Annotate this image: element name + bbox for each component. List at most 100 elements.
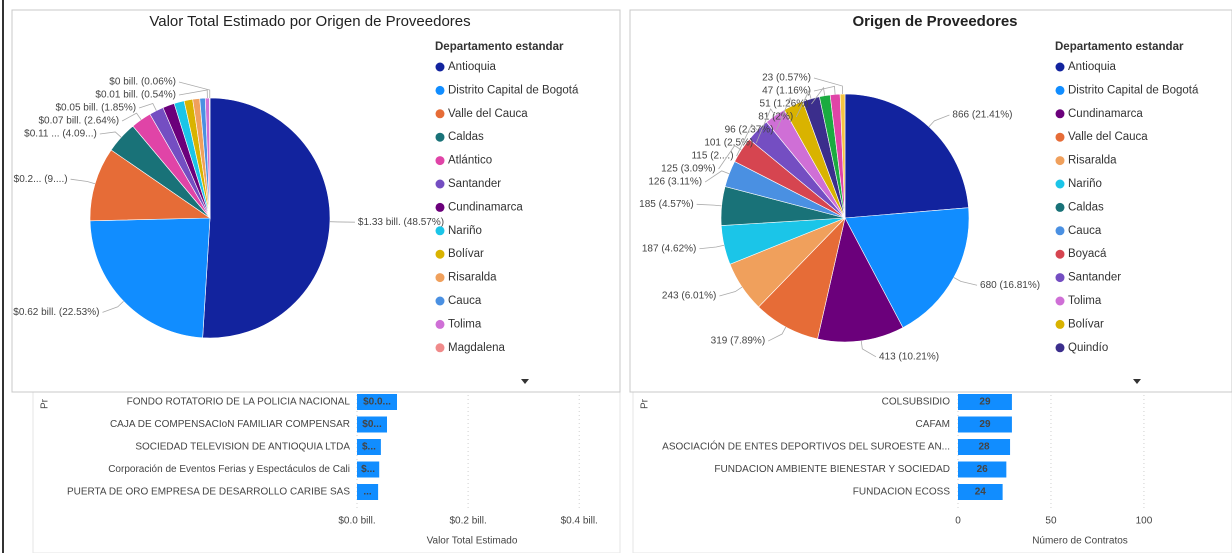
legend-label: Cundinamarca — [448, 201, 523, 213]
legend-label: Cundinamarca — [1068, 108, 1143, 120]
leader-line — [99, 131, 122, 138]
data-label: 29 — [979, 397, 991, 408]
legend-marker — [1055, 85, 1065, 95]
category-label: CAFAM — [916, 419, 950, 430]
legend-marker — [435, 226, 445, 236]
legend-label: Magdalena — [448, 342, 506, 354]
leader-line — [755, 108, 776, 144]
legend-label: Distrito Capital de Bogotá — [448, 84, 579, 96]
legend-marker — [435, 249, 445, 259]
leader-line — [928, 114, 950, 128]
bar — [958, 484, 1003, 500]
legend-label: Cauca — [448, 295, 482, 307]
chart-title: Valor Total Estimado por Origen de Prove… — [149, 13, 470, 30]
legend-marker — [435, 343, 445, 353]
legend-label: Distrito Capital de Bogotá — [1068, 84, 1199, 96]
data-label: 26 — [977, 464, 989, 475]
data-label: 29 — [979, 419, 991, 430]
legend-marker — [1055, 179, 1065, 189]
data-label: 101 (2.5%) — [704, 138, 753, 149]
leader-line — [138, 103, 157, 111]
bar — [958, 439, 1011, 455]
leader-line — [699, 244, 725, 250]
chart-title: Origen de Proveedores — [852, 13, 1017, 30]
data-label: $0... — [362, 419, 382, 430]
data-label: 680 (16.81%) — [980, 280, 1040, 291]
legend-scroll-caret — [1133, 379, 1141, 384]
legend-marker — [435, 202, 445, 212]
leader-line — [776, 96, 794, 131]
legend-label: Nariño — [448, 225, 482, 237]
legend-marker — [1055, 273, 1065, 283]
data-label: 319 (7.89%) — [711, 336, 765, 347]
leader-line — [178, 89, 208, 99]
x-axis-label: Número de Contratos — [1032, 536, 1128, 547]
pie-slice — [844, 207, 970, 329]
data-label: 81 (2%) — [758, 112, 793, 123]
legend-label: Antioquia — [1068, 61, 1117, 73]
leader-line — [953, 277, 978, 286]
data-label: 23 (0.57%) — [762, 73, 811, 84]
legend-label: Valle del Cauca — [448, 108, 528, 120]
bar — [357, 416, 387, 433]
legend-marker — [1055, 296, 1065, 306]
legend-label: Risaralda — [1068, 155, 1117, 167]
data-label: 185 (4.57%) — [639, 199, 693, 210]
category-label: PUERTA DE ORO EMPRESA DE DESARROLLO CARI… — [67, 487, 350, 498]
category-label: FUNDACION ECOSS — [853, 487, 951, 498]
data-label: ... — [363, 487, 372, 498]
data-label: 866 (21.41%) — [952, 110, 1012, 121]
leader-line — [70, 178, 96, 185]
legend-title: Departamento estandar — [1055, 41, 1184, 53]
y-axis-label: Pr — [40, 398, 51, 409]
legend-label: Quindío — [1068, 342, 1108, 354]
bar — [357, 439, 381, 455]
leader-line — [121, 112, 142, 122]
legend-marker — [435, 273, 445, 283]
leader-line — [767, 326, 787, 342]
category-label: SOCIEDAD TELEVISION DE ANTIOQUIA LTDA — [135, 442, 350, 453]
data-label: 47 (1.16%) — [762, 86, 811, 97]
legend-marker — [1055, 319, 1065, 329]
panel — [632, 391, 1232, 553]
legend-marker — [435, 179, 445, 189]
legend-marker — [1055, 156, 1065, 166]
legend-label: Caldas — [448, 131, 484, 143]
data-label: 24 — [975, 487, 987, 498]
category-label: ASOCIACIÓN DE ENTES DEPORTIVOS DEL SUROE… — [662, 440, 950, 453]
pie-slice — [817, 217, 904, 343]
pie-slice — [89, 217, 211, 339]
x-tick-label: 0 — [955, 516, 961, 527]
leader-line — [696, 203, 722, 207]
legend-label: Tolima — [1068, 295, 1102, 307]
data-label: $0.2... (9....) — [14, 174, 68, 185]
legend-marker — [1055, 226, 1065, 236]
legend-label: Antioquia — [448, 61, 497, 73]
category-label: Corporación de Eventos Ferias y Espectác… — [108, 464, 350, 475]
data-label: $0.62 bill. (22.53%) — [13, 307, 99, 318]
leader-line — [860, 340, 877, 358]
data-label: $1.33 bill. (48.57%) — [358, 217, 444, 228]
legend-label: Valle del Cauca — [1068, 131, 1148, 143]
legend-label: Atlántico — [448, 155, 492, 167]
legend-marker — [1055, 132, 1065, 142]
legend-marker — [435, 62, 445, 72]
data-label: $0.05 bill. (1.85%) — [56, 103, 137, 114]
leader-line — [813, 85, 836, 95]
legend-label: Cauca — [1068, 225, 1102, 237]
y-axis-label: Pr — [640, 398, 651, 409]
x-axis-label: Valor Total Estimado — [427, 536, 518, 547]
leader-line — [102, 300, 124, 313]
data-label: $0.01 bill. (0.54%) — [95, 90, 176, 101]
data-label: $0.0... — [363, 397, 391, 408]
category-label: COLSUBSIDIO — [882, 397, 951, 408]
panel — [32, 391, 621, 553]
legend-marker — [435, 296, 445, 306]
x-tick-label: 100 — [1136, 516, 1153, 527]
data-label: $... — [361, 464, 375, 475]
legend-marker — [435, 109, 445, 119]
x-tick-label: 50 — [1045, 516, 1057, 527]
legend-marker — [435, 132, 445, 142]
bar-chart: $0.0 bill. $0.2 bill. $0.4 bill. Valor Tota… — [32, 391, 621, 553]
